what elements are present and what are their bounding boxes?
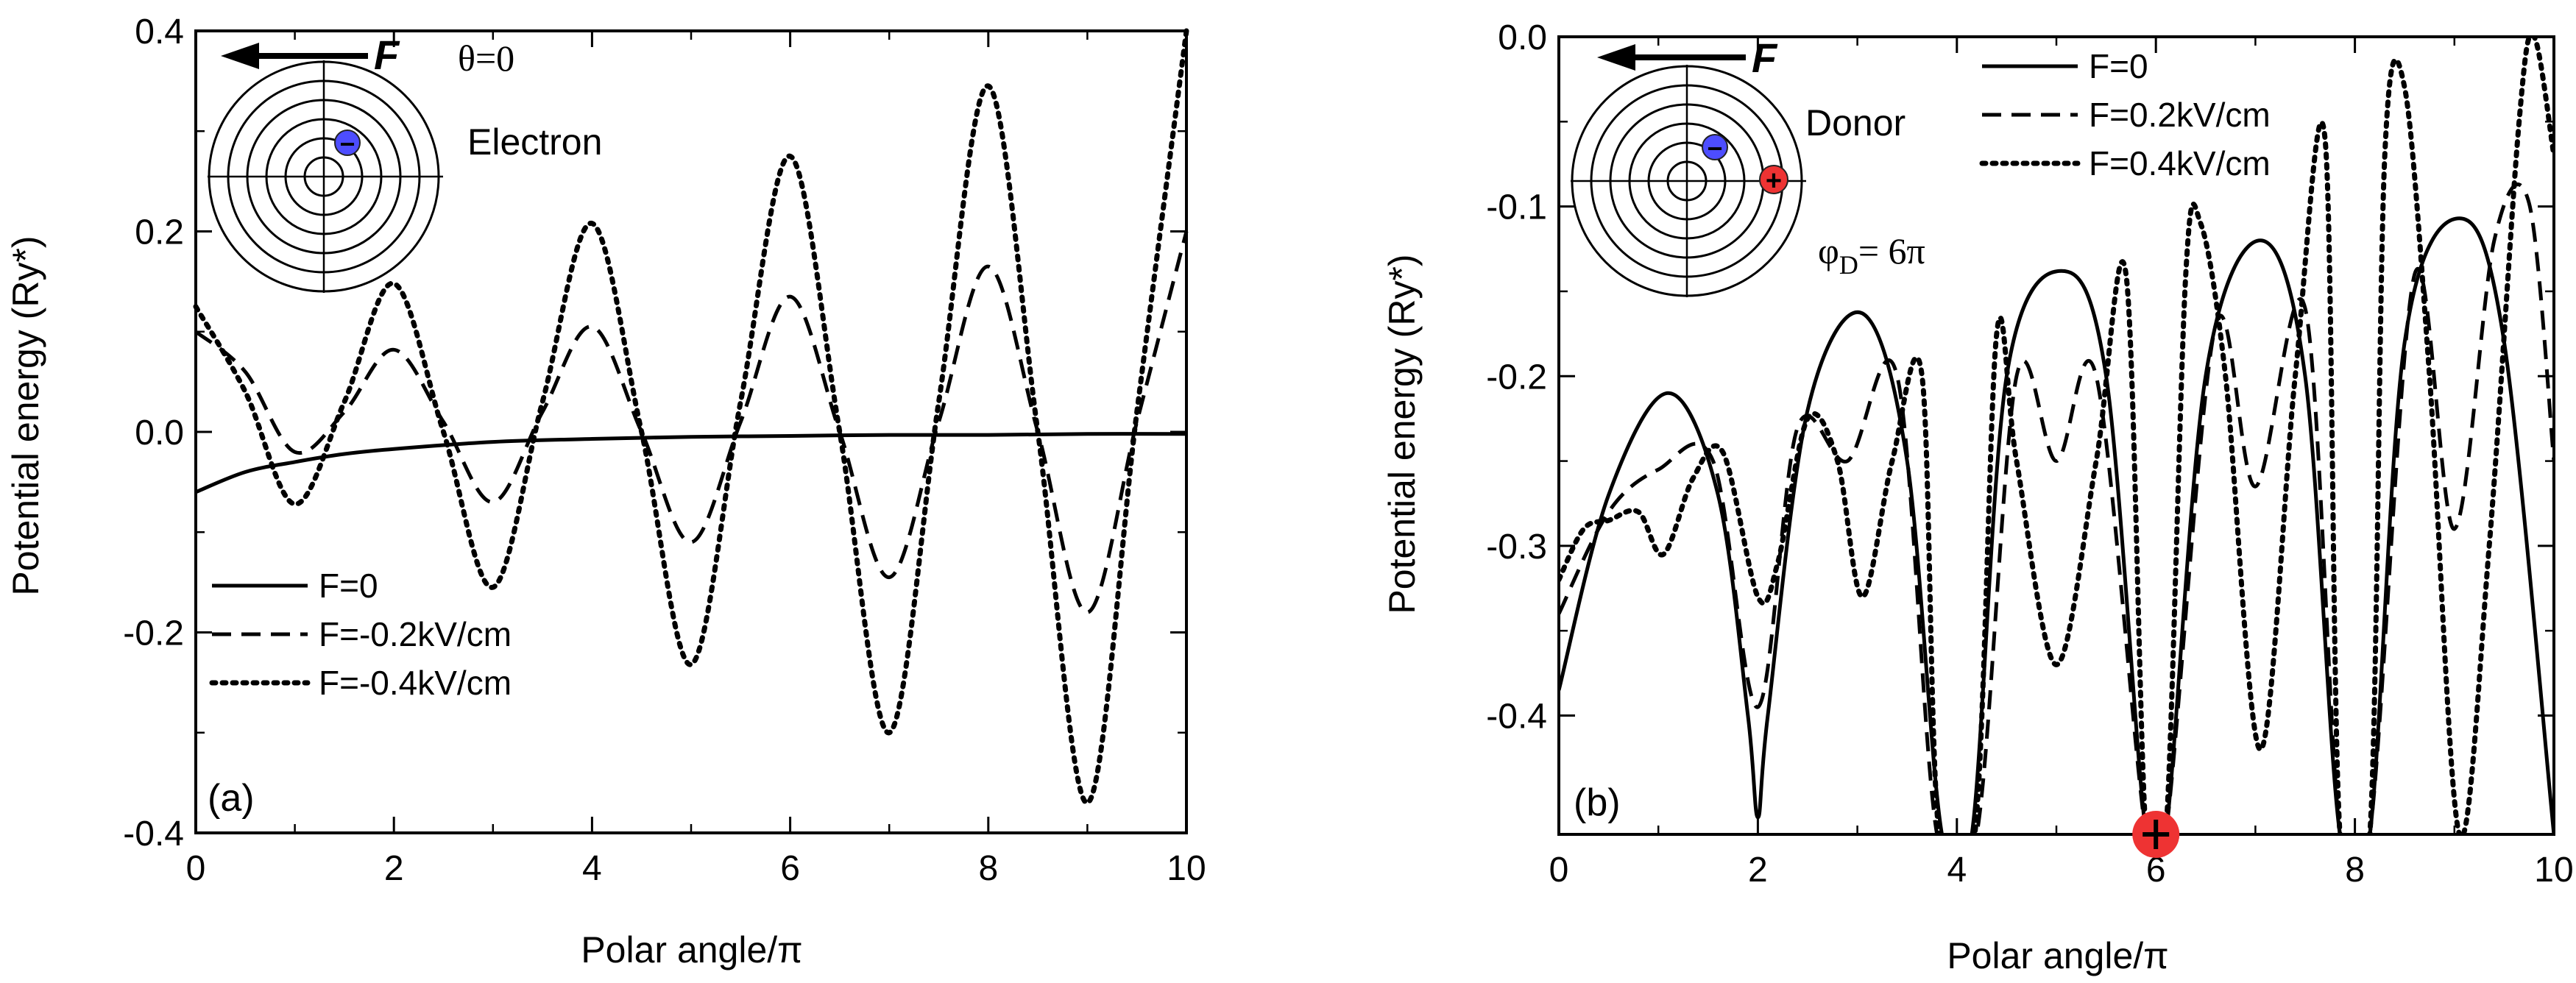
panel-a-series — [193, 28, 1189, 806]
b-x-tick-label: 2 — [1748, 851, 1768, 890]
panel-b-donor-marker: + — [1759, 165, 1788, 196]
panel-b-label: (b) — [1574, 781, 1621, 824]
panel-a-y-axis-title: Potential energy (Ry*) — [5, 235, 46, 595]
panel-b-donor-angle-symbol: φ — [1818, 230, 1839, 272]
panel-b-particle-label: Donor — [1805, 102, 1906, 143]
a-series-dashed-line — [194, 230, 1189, 614]
a-legend-label: F=-0.2kV/cm — [319, 615, 512, 653]
a-y-tick-label: 0.2 — [135, 213, 184, 252]
a-x-tick-label: 2 — [384, 849, 404, 888]
panel-b-donor-sign: + — [1766, 166, 1782, 196]
a-legend-item: F=-0.2kV/cm — [212, 615, 512, 653]
b-y-tick-label: -0.4 — [1486, 698, 1547, 737]
b-x-tick-label: 10 — [2534, 851, 2573, 890]
a-series-solid-line — [195, 432, 1187, 494]
b-legend-label: F=0.2kV/cm — [2089, 96, 2271, 134]
panel-b-donor-angle-value: = 6π — [1858, 230, 1925, 272]
a-legend-label: F=-0.4kV/cm — [319, 664, 512, 702]
panel-a-plot-frame — [194, 29, 1188, 834]
panel-b-donor-position-marker — [2132, 811, 2180, 858]
a-x-tick-label: 0 — [186, 849, 206, 888]
panel-b-tick-labels: 0 2 4 6 8 10-0.4-0.3-0.2-0.10.0 — [1486, 18, 2573, 890]
a-legend-item: F=-0.4kV/cm — [209, 664, 512, 702]
panel-b-legend: F=0 F=0.2kV/cm F=0.4kV/cm — [1979, 47, 2271, 182]
panel-b-force-arrow — [1597, 44, 1746, 71]
a-y-tick-label: 0.4 — [135, 13, 184, 52]
panel-b-x-axis-title: Polar angle/π — [1947, 935, 2168, 976]
b-series-dotted-line — [1559, 37, 2554, 834]
a-x-tick-label: 6 — [780, 849, 800, 888]
panel-a-angle-label: θ=0 — [458, 38, 514, 79]
b-legend-label: F=0.4kV/cm — [2089, 144, 2271, 182]
panel-a-force-label: F — [374, 32, 400, 78]
b-series-dashed-line — [1559, 182, 2554, 834]
a-x-tick-label: 4 — [582, 849, 602, 888]
panel-b-electron-sign: − — [1707, 133, 1722, 163]
panel-b-inset: F − + Donor φD= 6π — [1571, 35, 1925, 297]
b-legend-item: F=0 — [1982, 47, 2148, 85]
a-legend-item: F=0 — [212, 567, 378, 605]
b-legend-label: F=0 — [2089, 47, 2148, 85]
panel-a-legend: F=0 F=-0.2kV/cm F=-0.4kV/cm — [209, 567, 512, 702]
a-y-tick-label: -0.2 — [123, 614, 184, 653]
b-y-tick-label: -0.3 — [1486, 528, 1547, 567]
panel-b-series — [1559, 37, 2554, 834]
panel-a-label: (a) — [208, 777, 255, 820]
b-x-tick-label: 8 — [2345, 851, 2365, 890]
panel-a-inset: F θ=0 − Electron — [208, 32, 602, 293]
panel-a-tick-labels: 0 2 4 6 8 10 -0.4 -0.2 0.0 0.2 0.4 — [123, 13, 1206, 888]
b-y-tick-label: 0.0 — [1498, 18, 1547, 57]
panel-b-force-label: F — [1752, 35, 1778, 81]
panel-a-electron-sign: − — [339, 129, 355, 159]
b-y-tick-label: -0.1 — [1486, 188, 1547, 227]
panel-a-particle-label: Electron — [467, 121, 602, 163]
a-legend-label: F=0 — [319, 567, 378, 605]
a-x-tick-label: 8 — [978, 849, 998, 888]
b-legend-item: F=0.4kV/cm — [1979, 144, 2271, 182]
b-y-tick-label: -0.2 — [1486, 358, 1547, 397]
panel-b-plot-frame — [1557, 35, 2555, 836]
panel-b-donor-angle-subscript: D — [1839, 250, 1858, 280]
panel-b-chart: 0 2 4 6 8 10-0.4-0.3-0.2-0.10.0 Polar angle/π… — [1381, 18, 2574, 976]
panel-a-x-axis-title: Polar angle/π — [581, 929, 802, 970]
a-y-tick-label: 0.0 — [135, 414, 184, 453]
b-legend-item: F=0.2kV/cm — [1982, 96, 2271, 134]
panel-a-electron-marker: − — [334, 129, 361, 159]
panel-a-chart: 0 2 4 6 8 10 -0.4 -0.2 0.0 0.2 0.4 Polar angle/π P… — [5, 13, 1206, 970]
panel-b-electron-marker: − — [1702, 133, 1728, 163]
a-y-tick-label: -0.4 — [123, 815, 184, 854]
a-series-dotted-line — [193, 28, 1189, 806]
b-series-solid-line — [1559, 216, 2554, 834]
panel-a-force-arrow — [221, 43, 368, 69]
panel-a-spiral-icon — [208, 60, 443, 293]
b-x-tick-label: 4 — [1947, 851, 1967, 890]
panel-b-donor-angle-label: φD= 6π — [1818, 230, 1925, 280]
a-x-tick-label: 10 — [1167, 849, 1206, 888]
panel-b-y-axis-title: Potential energy (Ry*) — [1381, 254, 1423, 614]
b-x-tick-label: 0 — [1549, 851, 1569, 890]
